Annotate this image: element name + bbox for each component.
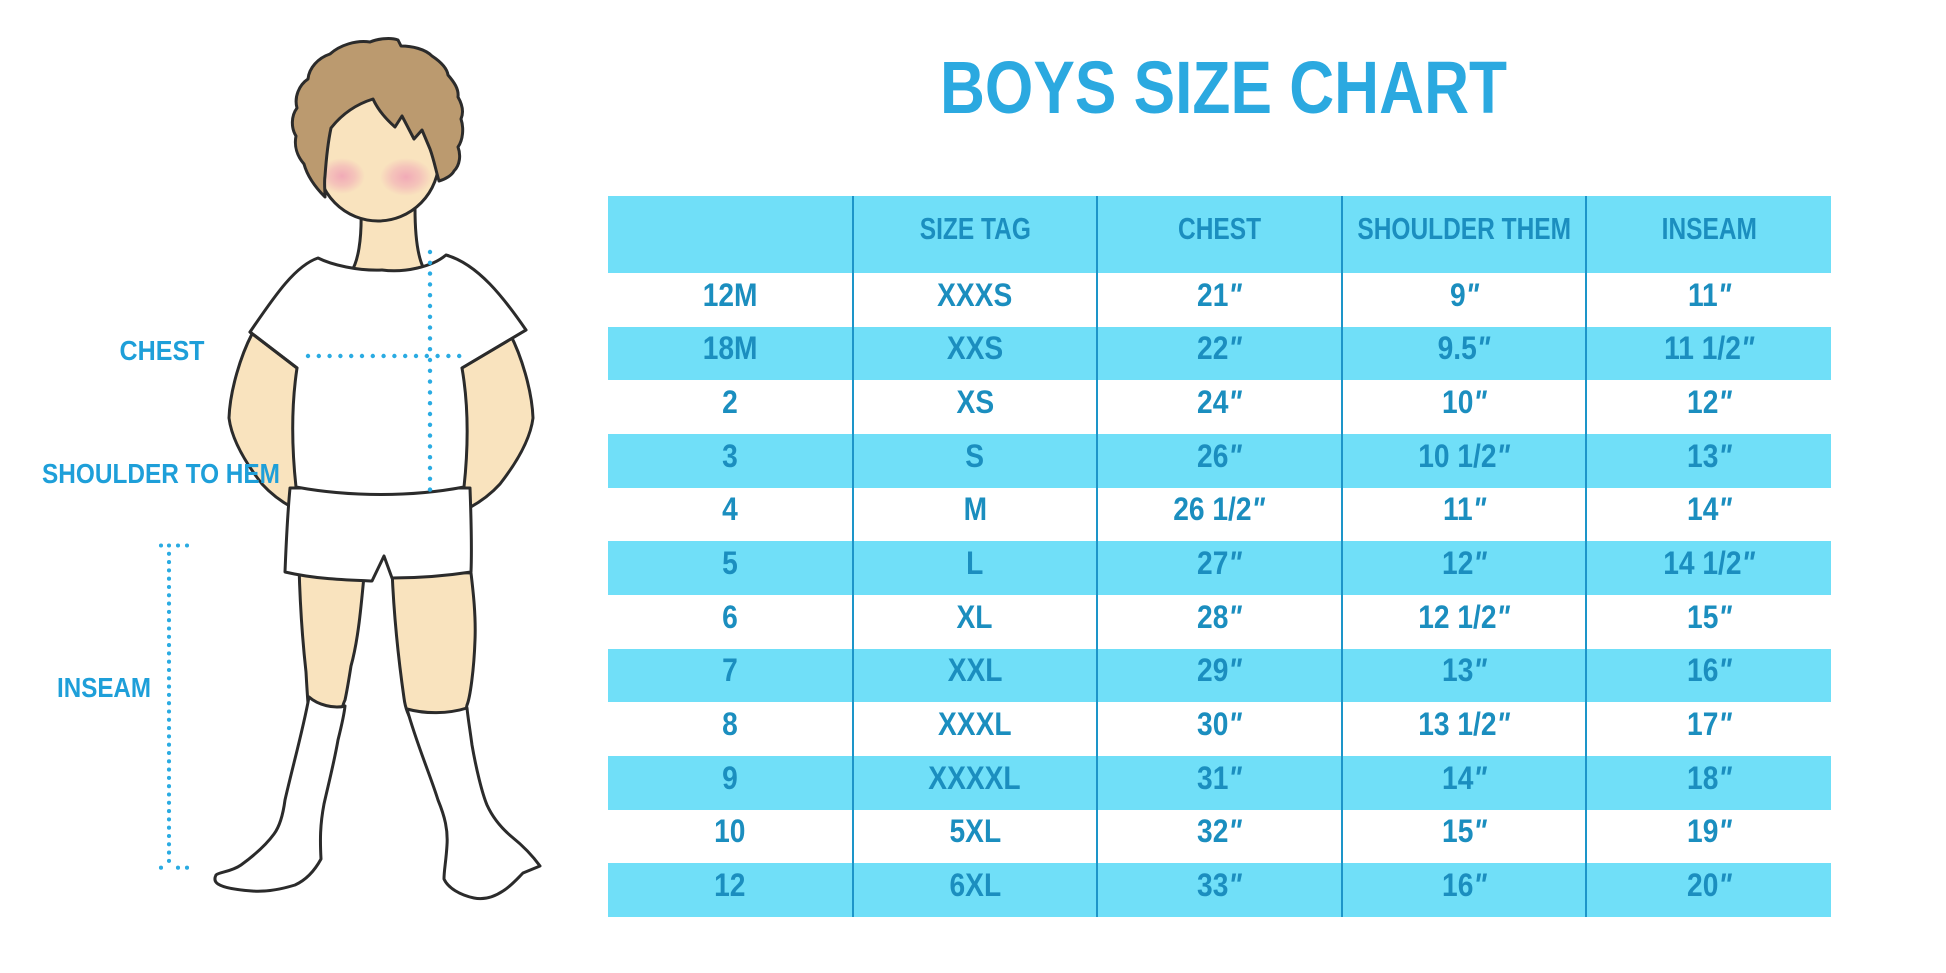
svg-text:INSEAM: INSEAM — [57, 671, 151, 703]
svg-text:CHEST: CHEST — [119, 335, 204, 367]
svg-text:SHOULDER TO HEM: SHOULDER TO HEM — [42, 457, 280, 489]
